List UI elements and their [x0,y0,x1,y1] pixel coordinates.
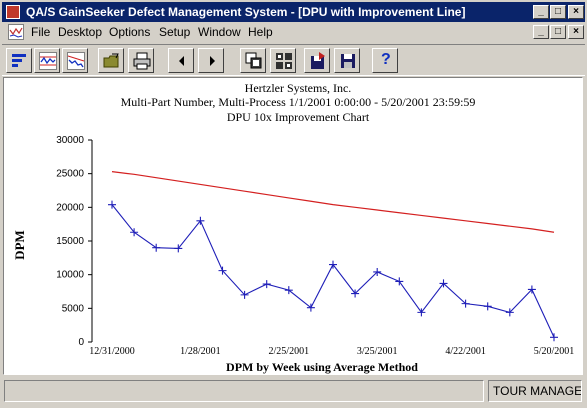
menu-desktop[interactable]: Desktop [58,25,103,39]
dpm-data-point [505,308,514,317]
next-arrow-icon [210,56,215,66]
chart-subtitle-2: DPU 10x Improvement Chart [227,110,370,124]
child-restore-button[interactable]: □ [550,25,566,39]
menu-help[interactable]: Help [248,25,273,39]
dpm-data-point [461,299,470,308]
save-button[interactable] [334,48,360,73]
dpm-series-line [111,204,555,338]
child-window-icon[interactable] [8,24,24,40]
copy-button[interactable] [240,48,266,73]
dpu-chart: Hertzler Systems, Inc. Multi-Part Number… [12,81,574,374]
y-axis-label: DPM [12,230,27,260]
menu-options[interactable]: Options [109,25,151,39]
previous-button[interactable] [168,48,194,73]
child-close-button[interactable]: × [568,25,584,39]
dpm-data-point [417,308,426,317]
dpm-data-point [395,277,404,286]
bar-chart-button[interactable] [6,48,32,73]
chart-title: Hertzler Systems, Inc. [245,81,352,95]
y-tick-label: 30000 [56,135,84,146]
x-tick-label: 1/28/2001 [180,346,221,357]
dpm-data-point [373,267,382,276]
dpm-data-point [130,228,139,237]
grid-icon [276,53,292,69]
x-tick-label: 12/31/2000 [89,346,135,357]
plot-area: 0 5000 10000 15000 20000 25000 30000 12/31/2000… [56,135,574,357]
help-button[interactable]: ? [372,48,398,73]
x-tick-label: 4/22/2001 [445,346,486,357]
print-button[interactable] [128,48,154,73]
minimize-button[interactable]: _ [533,5,549,19]
previous-arrow-icon [179,56,184,66]
dpm-data-point [527,285,536,294]
dpm-data-point [262,280,271,289]
dpm-data-point [483,302,492,311]
x-axis-label: DPM by Week using Average Method [226,360,418,374]
dpm-data-point [152,243,161,252]
status-bar: TOUR MANAGE [2,378,585,406]
window-title: QA/S GainSeeker Defect Management System… [26,5,466,19]
chart-window: Hertzler Systems, Inc. Multi-Part Number… [3,77,583,375]
menu-file[interactable]: File [31,25,51,39]
menu-bar: File Desktop Options Setup Window Help _… [2,22,585,42]
dpm-data-point [351,289,360,298]
trend-chart-button[interactable] [62,48,88,73]
dpm-data-point [329,260,337,269]
run-chart-icon [39,52,57,70]
help-icon: ? [381,51,391,68]
app-icon[interactable] [6,5,20,19]
x-tick-label: 5/20/2001 [534,346,575,357]
dpm-data-point [306,303,315,312]
maximize-button[interactable]: □ [550,5,566,19]
status-user: TOUR MANAGE [488,380,582,402]
improvement-line [111,171,555,233]
x-tick-label: 2/25/2001 [269,346,310,357]
printer-icon [133,52,151,70]
save-disk-icon [341,54,355,68]
export-button[interactable] [304,48,330,73]
run-chart-button[interactable] [34,48,60,73]
status-message [4,380,484,402]
dpm-data-point [550,333,558,342]
export-disk-icon [311,52,325,69]
y-tick-label: 15000 [56,236,84,247]
dpm-data-point [218,266,227,275]
y-tick-label: 25000 [56,169,84,180]
dpm-data-point [284,286,293,295]
open-folder-icon [103,53,119,68]
dpm-data-point [439,279,448,288]
dpm-data-point [196,216,205,225]
next-button[interactable] [198,48,224,73]
dpm-data-point [240,290,249,299]
y-tick-label: 0 [78,337,84,348]
x-tick-label: 3/25/2001 [357,346,398,357]
toolbar: ? [2,44,585,76]
title-bar[interactable]: QA/S GainSeeker Defect Management System… [2,2,585,22]
open-button[interactable] [98,48,124,73]
y-tick-label: 5000 [62,303,85,314]
menu-window[interactable]: Window [198,25,241,39]
menu-setup[interactable]: Setup [159,25,191,39]
copy-windows-icon [245,52,262,69]
bar-chart-icon [12,54,26,67]
grid-button[interactable] [270,48,296,73]
child-minimize-button[interactable]: _ [533,25,549,39]
close-button[interactable]: × [568,5,584,19]
trend-chart-icon [67,52,85,70]
dpm-data-point [174,244,183,253]
y-tick-label: 10000 [56,270,84,281]
y-tick-label: 20000 [56,202,84,213]
chart-subtitle: Multi-Part Number, Multi-Process 1/1/200… [121,95,476,109]
dpm-data-point [108,200,116,209]
